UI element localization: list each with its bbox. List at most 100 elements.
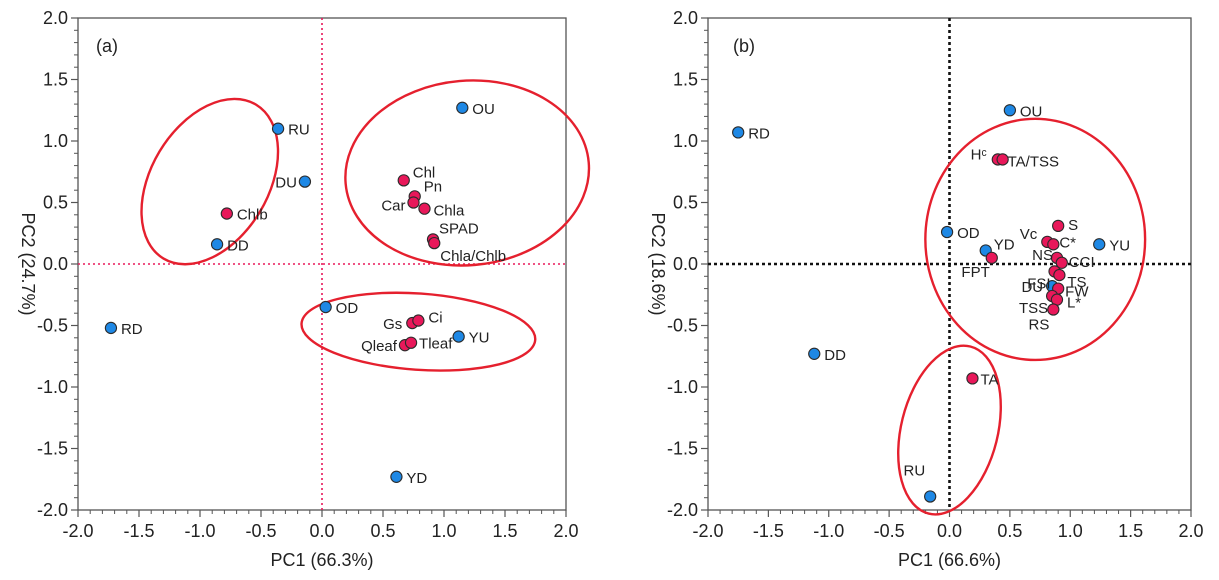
point-label-vc: Vc bbox=[1020, 226, 1038, 243]
data-point-dd bbox=[808, 347, 821, 360]
x-tick-label: 2.0 bbox=[553, 521, 578, 541]
point-label-spad: SPAD bbox=[439, 220, 479, 237]
point-label-car: Car bbox=[381, 198, 405, 215]
y-tick-label: -1.5 bbox=[37, 439, 68, 459]
point-label-l: L* bbox=[1067, 295, 1081, 312]
x-tick-label: 0.0 bbox=[937, 521, 962, 541]
x-tick-label: -2.0 bbox=[62, 521, 93, 541]
data-point-od bbox=[940, 225, 954, 239]
point-label-fsi: FSI bbox=[1027, 275, 1050, 292]
point-label-chl: Chl bbox=[413, 164, 436, 181]
y-tick-label: -1.0 bbox=[667, 377, 698, 397]
y-tick-label: -2.0 bbox=[37, 500, 68, 520]
data-point-ou bbox=[456, 101, 469, 114]
point-label-dd: DD bbox=[824, 347, 846, 364]
cluster-ellipse-2 bbox=[897, 344, 1002, 516]
point-label-ns: NS bbox=[1032, 247, 1053, 264]
data-point-chlb bbox=[220, 207, 233, 220]
y-tick-label: -0.5 bbox=[37, 316, 68, 336]
point-label-dd: DD bbox=[227, 237, 249, 254]
point-label-rs: RS bbox=[1029, 317, 1050, 334]
data-point-fpt bbox=[985, 251, 998, 264]
data-point-rs bbox=[1047, 303, 1060, 316]
data-point-yu bbox=[452, 330, 465, 343]
x-tick-label: 1.0 bbox=[431, 521, 456, 541]
point-label-yu: YU bbox=[1109, 237, 1130, 254]
y-tick-label: 0.5 bbox=[43, 193, 68, 213]
x-tick-label: 1.0 bbox=[1058, 521, 1083, 541]
y-tick-label: -1.0 bbox=[37, 377, 68, 397]
point-label-h: Hᶜ bbox=[971, 146, 987, 163]
y-tick-label: 0.0 bbox=[673, 254, 698, 274]
data-point-s bbox=[1052, 219, 1065, 233]
point-label-cci: CCI bbox=[1069, 254, 1095, 271]
x-axis-title: PC1 (66.6%) bbox=[898, 550, 1001, 570]
y-tick-label: 0.5 bbox=[673, 193, 698, 213]
point-label-du: DU bbox=[275, 175, 297, 192]
point-label-chlb: Chlb bbox=[237, 207, 268, 224]
x-tick-label: -1.5 bbox=[753, 521, 784, 541]
data-point-yu bbox=[1093, 238, 1106, 251]
point-label-yu: YU bbox=[469, 330, 490, 347]
cluster-ellipse-1 bbox=[140, 97, 280, 266]
point-label-ru: RU bbox=[288, 122, 310, 139]
point-label-gs: Gs bbox=[383, 316, 402, 333]
y-tick-label: 2.0 bbox=[673, 8, 698, 28]
cluster-ellipse-2 bbox=[344, 79, 591, 267]
point-label-fpt: FPT bbox=[961, 264, 989, 281]
point-label-c: C* bbox=[1059, 234, 1076, 251]
point-label-yd: YD bbox=[406, 470, 427, 487]
x-tick-label: -0.5 bbox=[245, 521, 276, 541]
y-axis-title: PC2 (18.6%) bbox=[648, 212, 668, 315]
point-label-ou: OU bbox=[1020, 103, 1043, 120]
panel-label: (b) bbox=[733, 36, 755, 56]
x-tick-label: -1.5 bbox=[123, 521, 154, 541]
y-tick-label: 2.0 bbox=[43, 8, 68, 28]
point-label-ci: Ci bbox=[428, 310, 442, 327]
data-point-c bbox=[1047, 238, 1060, 251]
y-tick-label: 1.0 bbox=[43, 131, 68, 151]
data-point-ci bbox=[412, 314, 425, 327]
point-label-ta: TA bbox=[980, 371, 998, 388]
x-tick-label: 0.0 bbox=[309, 521, 334, 541]
x-tick-label: -1.0 bbox=[184, 521, 215, 541]
x-tick-label: -1.0 bbox=[813, 521, 844, 541]
data-point-cci bbox=[1055, 256, 1068, 269]
point-label-chla-chlb: Chla/Chlb bbox=[440, 248, 506, 265]
point-label-tleaf: Tleaf bbox=[419, 336, 453, 353]
point-label-du: DU bbox=[1021, 279, 1043, 296]
data-point-chla-chlb bbox=[428, 236, 441, 250]
x-tick-label: 1.5 bbox=[492, 521, 517, 541]
data-point-tleaf bbox=[404, 336, 418, 349]
data-point-rd bbox=[732, 126, 745, 139]
point-label-s: S bbox=[1068, 217, 1078, 234]
pca-panel-b: -2.0 -1.5 -1.0 -0.5 0.0 0.5 1.0 1.5 2.0 2.0 1.5 1.0… bbox=[648, 8, 1204, 570]
point-label-yd: YD bbox=[994, 236, 1015, 253]
data-point-od bbox=[319, 300, 332, 314]
point-label-od: OD bbox=[957, 225, 980, 242]
y-tick-label: -1.5 bbox=[667, 439, 698, 459]
data-point-ta-tss bbox=[996, 153, 1009, 166]
cluster-ellipse-3 bbox=[300, 291, 537, 372]
point-label-tss: TSS bbox=[1019, 300, 1048, 317]
data-point-du bbox=[298, 175, 312, 188]
point-label-qleaf: Qleaf bbox=[361, 338, 398, 355]
point-label-rd: RD bbox=[121, 321, 143, 338]
point-label-ou: OU bbox=[472, 101, 495, 118]
point-label-ts: TS bbox=[1067, 274, 1086, 291]
data-point-ru bbox=[271, 122, 285, 135]
y-tick-label: 1.5 bbox=[43, 70, 68, 90]
y-tick-label: 0.0 bbox=[43, 254, 68, 274]
y-tick-label: -0.5 bbox=[667, 316, 698, 336]
point-label-chla: Chla bbox=[433, 203, 465, 220]
x-tick-label: -2.0 bbox=[692, 521, 723, 541]
point-label-pn: Pn bbox=[424, 178, 442, 195]
point-label-fw: FW bbox=[1065, 284, 1089, 301]
x-tick-label: 0.5 bbox=[997, 521, 1022, 541]
x-tick-label: 1.5 bbox=[1118, 521, 1143, 541]
point-label-rd: RD bbox=[748, 125, 770, 142]
x-tick-label: 2.0 bbox=[1178, 521, 1203, 541]
panel-label: (a) bbox=[96, 36, 118, 56]
x-tick-label: 0.5 bbox=[370, 521, 395, 541]
